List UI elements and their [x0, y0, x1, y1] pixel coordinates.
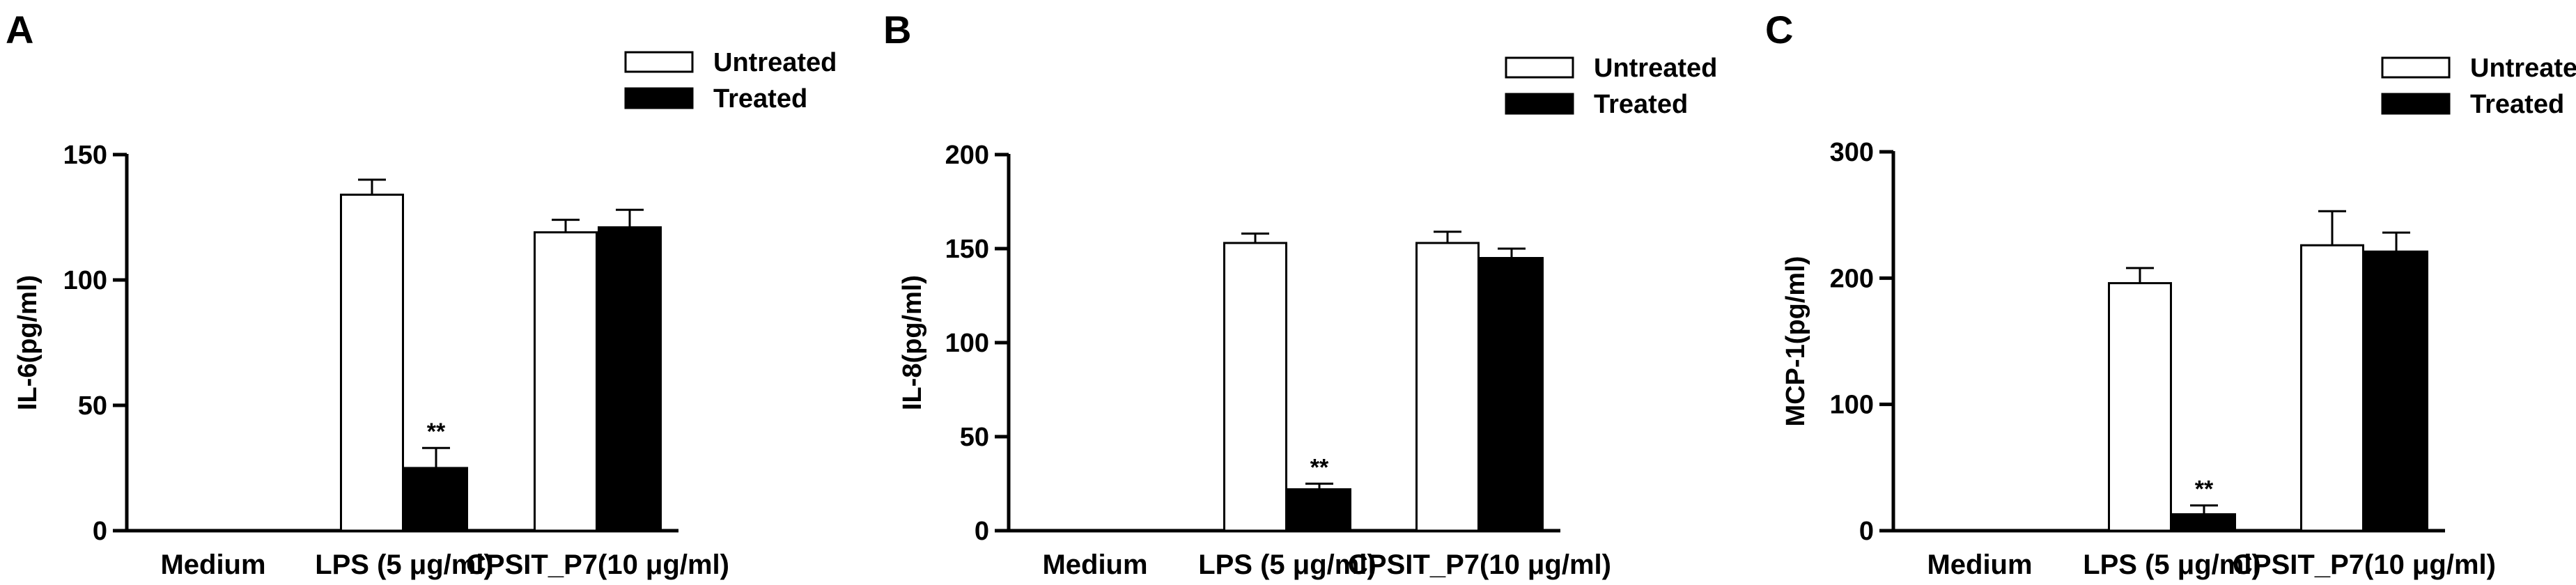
x-category-label: Medium	[1042, 549, 1147, 580]
chart-panel-a: A Untreated Treated IL-6(pg/ml) 0 50 100 150 Med…	[6, 8, 837, 580]
y-tick-label: 0	[1859, 517, 1874, 546]
legend-label-0: Untreated	[1594, 54, 1717, 83]
bar-untreated	[340, 194, 404, 532]
legend-label-1: Treated	[2470, 90, 2564, 119]
y-tick-label: 50	[78, 391, 107, 421]
panel-label: A	[6, 8, 33, 52]
y-tick-label: 50	[960, 423, 989, 452]
y-tick-label: 100	[63, 266, 107, 295]
significance-marker: **	[1310, 455, 1329, 481]
x-category-label: CPSIT_P7(10 μg/ml)	[466, 549, 729, 580]
y-tick-label: 0	[93, 517, 107, 546]
panel-label: C	[1765, 8, 1793, 52]
bar-treated	[1287, 488, 1351, 532]
bar-untreated	[1223, 242, 1287, 532]
x-category-label: Medium	[160, 549, 265, 580]
legend-swatch-1	[1505, 93, 1574, 115]
legend-swatch-0	[624, 51, 694, 73]
legend-label-0: Untreated	[2470, 54, 2576, 83]
significance-marker: **	[2195, 476, 2214, 503]
x-category-label: Medium	[1927, 549, 2032, 580]
y-tick-label: 100	[945, 329, 989, 358]
bar-treated	[598, 226, 662, 532]
y-axis-title: MCP-1(pg/ml)	[1781, 256, 1810, 427]
legend-swatch-1	[624, 87, 694, 109]
y-tick-label: 200	[1830, 264, 1874, 293]
x-category-label: LPS (5 μg/ml)	[315, 549, 493, 580]
bar-treated	[2364, 250, 2428, 532]
legend-swatch-0	[1505, 56, 1574, 79]
y-tick-label: 150	[945, 235, 989, 264]
y-axis-title: IL-8(pg/ml)	[898, 275, 927, 410]
significance-marker: **	[427, 419, 446, 445]
y-tick-label: 100	[1830, 391, 1874, 420]
x-category-label: LPS (5 μg/ml)	[1198, 549, 1376, 580]
bar-treated	[1480, 257, 1544, 532]
legend-swatch-0	[2381, 56, 2451, 79]
bar-untreated	[1415, 242, 1480, 532]
legend-label-1: Treated	[1594, 90, 1688, 119]
x-category-label: LPS (5 μg/ml)	[2083, 549, 2261, 580]
bar-untreated	[534, 231, 598, 532]
x-category-label: CPSIT_P7(10 μg/ml)	[1348, 549, 1611, 580]
y-axis-title: IL-6(pg/ml)	[13, 275, 42, 410]
bar-untreated	[2108, 282, 2172, 532]
y-tick-label: 200	[945, 141, 989, 170]
bar-treated	[2172, 513, 2236, 532]
bar-treated	[404, 467, 468, 532]
legend-swatch-1	[2381, 93, 2451, 115]
bar-untreated	[2300, 244, 2364, 532]
legend-label-1: Treated	[713, 84, 807, 114]
chart-panel-c: C Untreated Treated MCP-1(pg/ml) 0 100 200 300 M…	[1765, 8, 2576, 580]
y-tick-label: 0	[975, 517, 989, 546]
x-category-label: CPSIT_P7(10 μg/ml)	[2233, 549, 2496, 580]
y-tick-label: 300	[1830, 138, 1874, 167]
chart-panel-b: B Untreated Treated IL-8(pg/ml) 0 50 100 150 200…	[883, 8, 1717, 580]
legend-label-0: Untreated	[713, 48, 837, 77]
y-tick-label: 150	[63, 141, 107, 170]
panel-label: B	[883, 8, 911, 52]
